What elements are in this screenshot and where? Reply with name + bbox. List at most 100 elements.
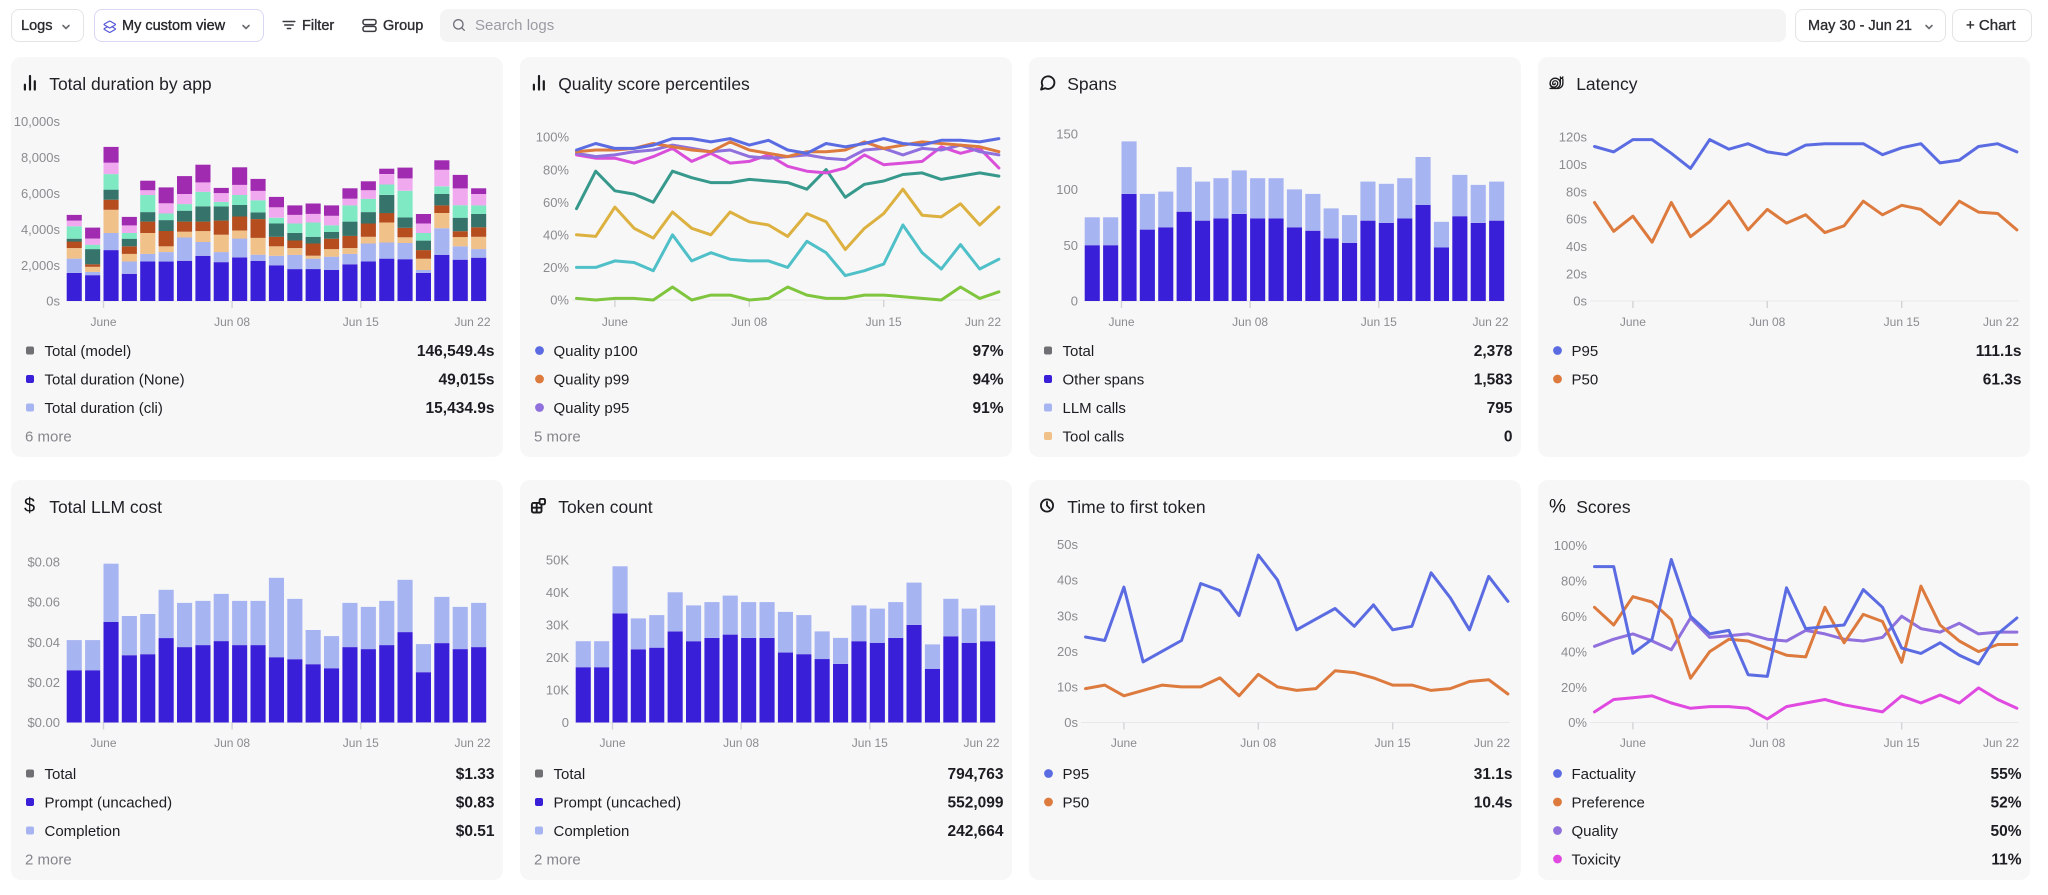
svg-text:50%: 50% [1990,823,2021,840]
svg-text:20K: 20K [546,650,569,665]
svg-text:Jun 08: Jun 08 [214,315,250,329]
svg-text:11%: 11% [1991,851,2021,868]
svg-text:0s: 0s [1064,715,1078,730]
svg-text:%: % [1549,497,1566,518]
svg-text:Total duration by app: Total duration by app [49,74,211,94]
svg-text:94%: 94% [972,371,1003,388]
svg-text:0s: 0s [1573,294,1587,309]
svg-text:Spans: Spans [1067,74,1117,94]
svg-text:242,664: 242,664 [947,823,1003,840]
svg-text:31.1s: 31.1s [1474,766,1513,783]
svg-text:$0.04: $0.04 [27,635,60,650]
svg-text:$0.02: $0.02 [27,675,60,690]
svg-text:$0.08: $0.08 [27,554,60,569]
svg-text:Tool calls: Tool calls [1063,428,1125,445]
svg-text:Jun 08: Jun 08 [731,315,767,329]
svg-text:10s: 10s [1057,680,1078,695]
svg-text:Jun 08: Jun 08 [1749,736,1785,750]
svg-text:40%: 40% [1561,644,1587,659]
svg-text:P95: P95 [1572,343,1599,360]
svg-text:100: 100 [1056,182,1078,197]
svg-text:Total duration (cli): Total duration (cli) [45,400,163,417]
svg-text:91%: 91% [972,400,1003,417]
svg-text:Jun 15: Jun 15 [866,315,902,329]
svg-text:Quality p95: Quality p95 [554,400,630,417]
svg-text:June: June [602,315,628,329]
svg-text:LLM calls: LLM calls [1063,400,1126,417]
svg-text:June: June [90,315,116,329]
svg-text:Total: Total [554,766,586,783]
svg-text:52%: 52% [1990,794,2021,811]
svg-text:794,763: 794,763 [947,766,1003,783]
svg-text:June: June [599,736,625,750]
svg-text:0%: 0% [1568,715,1587,730]
svg-text:40%: 40% [543,228,569,243]
svg-text:50: 50 [1064,238,1078,253]
svg-text:100s: 100s [1559,157,1588,172]
svg-text:49,015s: 49,015s [438,371,494,388]
svg-text:Quality: Quality [1572,823,1619,840]
svg-text:Jun 08: Jun 08 [1232,315,1268,329]
svg-text:111.1s: 111.1s [1976,343,2022,360]
svg-text:Jun 15: Jun 15 [343,315,379,329]
svg-text:60%: 60% [543,195,569,210]
svg-text:0: 0 [1071,294,1078,309]
svg-text:Total: Total [1063,343,1095,360]
svg-text:Scores: Scores [1576,497,1631,517]
svg-text:Jun 15: Jun 15 [1375,736,1411,750]
svg-text:June: June [90,736,116,750]
svg-text:Latency: Latency [1576,74,1638,94]
svg-text:Jun 22: Jun 22 [1983,315,2019,329]
svg-text:2,000s: 2,000s [21,258,61,273]
svg-text:0: 0 [1504,428,1513,445]
svg-text:0s: 0s [46,294,60,309]
svg-text:10.4s: 10.4s [1474,794,1513,811]
svg-text:100%: 100% [1554,538,1588,553]
svg-text:80s: 80s [1566,184,1587,199]
svg-text:Quality p100: Quality p100 [554,343,638,360]
svg-text:$0.06: $0.06 [27,595,60,610]
svg-text:50s: 50s [1057,537,1078,552]
svg-text:15,434.9s: 15,434.9s [426,400,495,417]
svg-text:June: June [1620,736,1646,750]
svg-text:Quality score percentiles: Quality score percentiles [558,74,750,94]
svg-text:P95: P95 [1063,766,1090,783]
svg-text:Preference: Preference [1572,794,1645,811]
svg-text:Total (model): Total (model) [45,343,132,360]
svg-text:20%: 20% [543,260,569,275]
svg-text:60%: 60% [1561,609,1587,624]
svg-text:Jun 22: Jun 22 [1474,736,1510,750]
svg-text:0: 0 [562,715,569,730]
svg-text:$0.00: $0.00 [27,715,60,730]
svg-text:55%: 55% [1990,766,2021,783]
svg-text:$: $ [24,495,35,517]
svg-text:5 more: 5 more [534,428,581,445]
svg-text:Jun 22: Jun 22 [1983,736,2019,750]
svg-text:40K: 40K [546,585,569,600]
svg-text:20s: 20s [1566,266,1587,281]
svg-text:146,549.4s: 146,549.4s [417,343,495,360]
svg-text:$0.51: $0.51 [456,823,495,840]
svg-text:June: June [1111,736,1137,750]
svg-text:P50: P50 [1572,371,1599,388]
svg-text:80%: 80% [543,162,569,177]
svg-text:Completion: Completion [554,823,630,840]
svg-text:$0.83: $0.83 [456,794,495,811]
svg-text:100%: 100% [536,130,570,145]
svg-text:Other spans: Other spans [1063,371,1145,388]
svg-text:97%: 97% [972,343,1003,360]
svg-text:June: June [1108,315,1134,329]
svg-text:150: 150 [1056,126,1078,141]
svg-text:10,000s: 10,000s [14,114,61,129]
svg-text:Factuality: Factuality [1572,766,1637,783]
svg-text:Jun 22: Jun 22 [454,315,490,329]
svg-text:Jun 22: Jun 22 [454,736,490,750]
svg-text:Total: Total [45,766,77,783]
svg-text:Jun 15: Jun 15 [1361,315,1397,329]
svg-text:Total LLM cost: Total LLM cost [49,497,162,517]
svg-text:Jun 15: Jun 15 [1884,736,1920,750]
svg-text:50K: 50K [546,553,569,568]
svg-text:Time to first token: Time to first token [1067,497,1205,517]
svg-text:120s: 120s [1559,130,1588,145]
svg-text:June: June [1620,315,1646,329]
